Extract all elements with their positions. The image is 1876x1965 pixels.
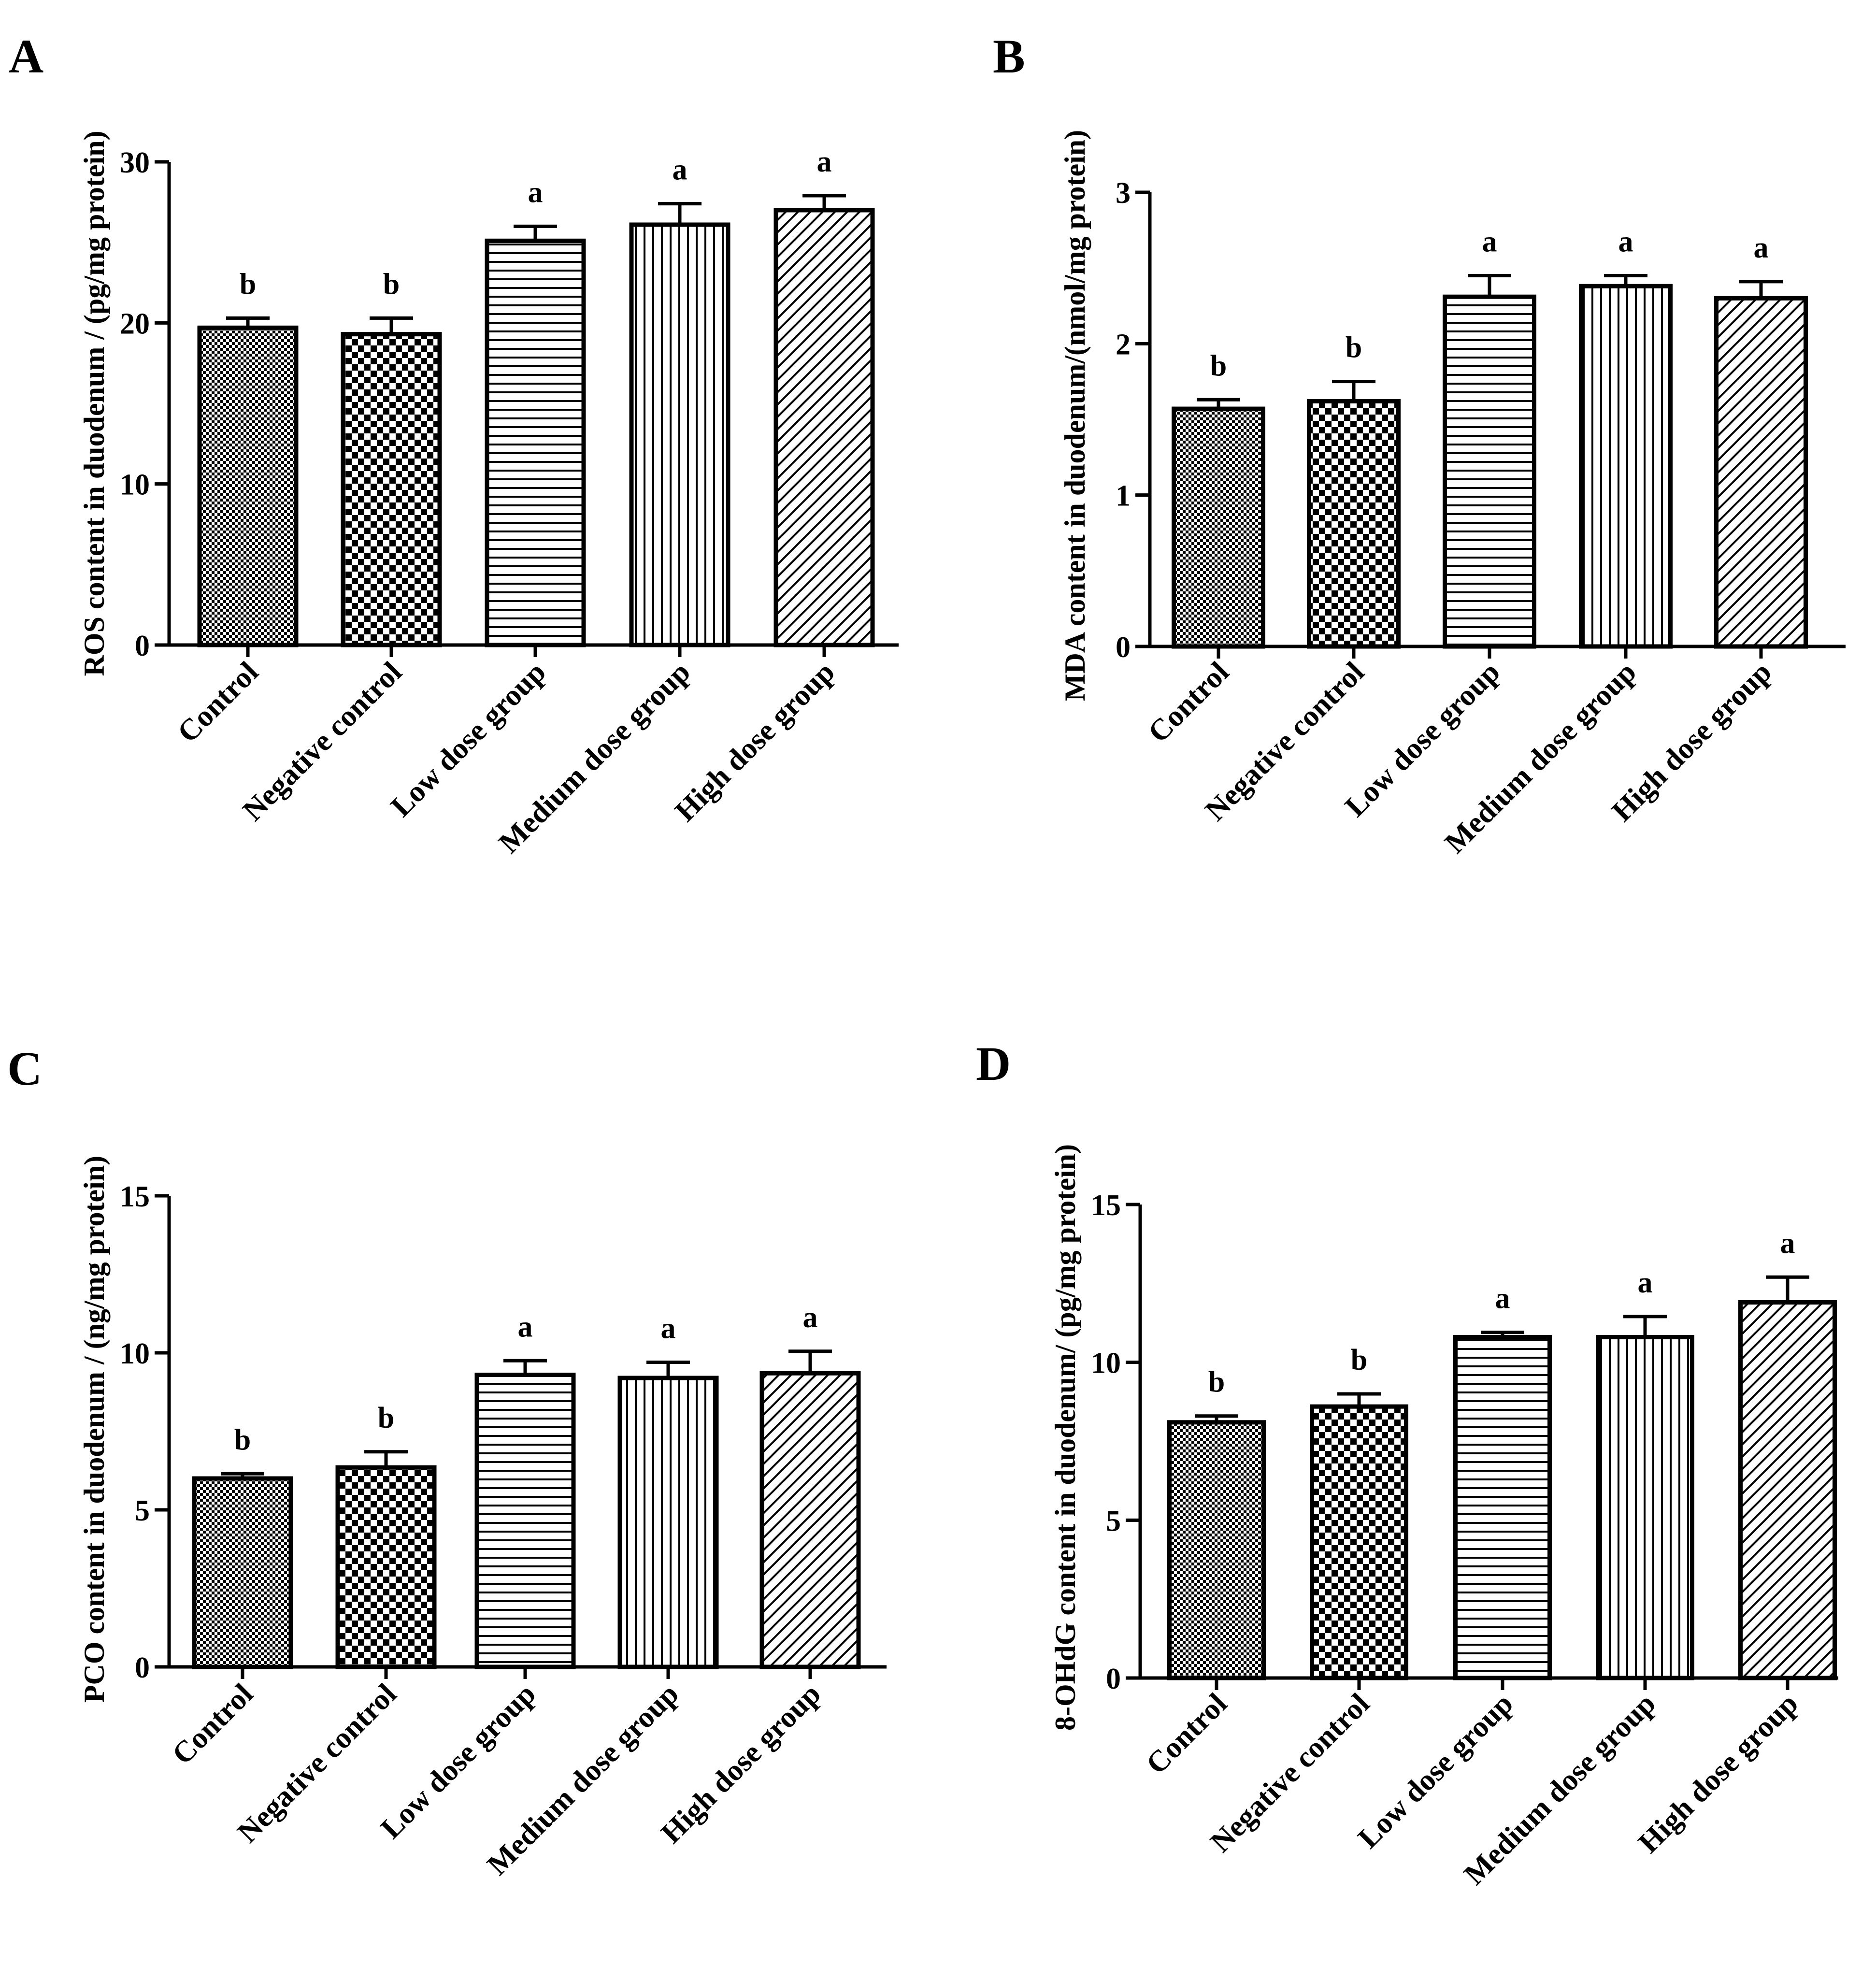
panel-b-bar bbox=[1443, 294, 1536, 649]
panel-a-bar bbox=[485, 238, 586, 647]
panel-d-bar bbox=[1167, 1420, 1266, 1680]
panel-a-category-label: High dose group bbox=[669, 656, 841, 828]
panel-letter-a: A bbox=[9, 29, 43, 83]
panel-d-y-tick-label: 0 bbox=[1106, 1663, 1121, 1695]
panel-b-bar bbox=[1172, 406, 1265, 649]
panel-b-y-tick-label: 1 bbox=[1116, 480, 1131, 513]
panel-a-y-tick-label: 0 bbox=[135, 630, 150, 662]
panel-b-significance-label: b bbox=[1346, 331, 1362, 364]
panel-c: C bbox=[7, 1042, 42, 1095]
panel-b-bar bbox=[1579, 284, 1673, 649]
panel-c-bar bbox=[617, 1376, 719, 1669]
panel-d-y-axis-title: 8-OHdG content in duodenum/ (pg/mg prote… bbox=[1049, 1144, 1081, 1731]
panel-b-y-tick-label: 2 bbox=[1116, 328, 1131, 361]
panel-c-y-tick-label: 15 bbox=[120, 1180, 150, 1213]
panel-b-significance-label: a bbox=[1618, 225, 1633, 258]
panel-c-bar bbox=[335, 1465, 437, 1669]
panel-letter-d: D bbox=[976, 1037, 1011, 1090]
panel-d-y-tick-label: 15 bbox=[1091, 1189, 1121, 1222]
panel-d-significance-label: b bbox=[1208, 1366, 1225, 1399]
panel-a-y-tick-label: 30 bbox=[120, 146, 150, 179]
panel-d-bar bbox=[1596, 1334, 1694, 1680]
panel-c-bar bbox=[759, 1371, 861, 1669]
panel-b-bar bbox=[1714, 296, 1808, 649]
panel-c-significance-label: a bbox=[803, 1301, 818, 1334]
panel-a-chart: 0 10 20 30 ROS content in duodenum / (pg/mg … bbox=[78, 130, 899, 860]
panel-d-bar bbox=[1453, 1334, 1552, 1680]
panel-b-y-tick-label: 0 bbox=[1116, 631, 1131, 664]
panel-a-y-axis-title: ROS content in duodenum / (pg/mg protein… bbox=[78, 130, 110, 676]
panel-d-bar bbox=[1310, 1404, 1408, 1680]
panel-a-bar bbox=[197, 325, 299, 647]
panel-c-y-axis-title: PCO content in duodenum / (ng/mg protein… bbox=[78, 1156, 110, 1703]
panel-b-significance-label: a bbox=[1754, 231, 1769, 264]
panel-c-y-tick-label: 5 bbox=[135, 1494, 150, 1527]
panel-c-significance-label: b bbox=[378, 1402, 394, 1434]
panel-a-category-label: Low dose group bbox=[385, 656, 552, 823]
panel-d-significance-label: b bbox=[1351, 1344, 1367, 1377]
panel-d-significance-label: a bbox=[1495, 1282, 1510, 1315]
panel-a-category-label: Control bbox=[171, 656, 264, 749]
panel-b-y-tick-label: 3 bbox=[1116, 177, 1131, 210]
panel-b: B bbox=[993, 29, 1025, 83]
panel-a-bar bbox=[773, 208, 875, 647]
panel-letter-b: B bbox=[993, 29, 1025, 83]
panel-d-category-label: Control bbox=[1140, 1687, 1233, 1780]
panel-b-significance-label: a bbox=[1482, 225, 1497, 258]
panel-a-significance-label: a bbox=[528, 176, 543, 209]
panel-b-category-label: Control bbox=[1142, 656, 1235, 749]
panel-c-significance-label: b bbox=[234, 1423, 251, 1456]
panel-d-chart: 0 5 10 15 8-OHdG content in duodenum/ (pg/mg… bbox=[1049, 1144, 1838, 1891]
panel-b-y-axis-title: MDA content in duodenum/(nmol/mg protein… bbox=[1059, 130, 1091, 701]
panel-a-significance-label: a bbox=[673, 154, 687, 186]
panel-c-y-tick-label: 10 bbox=[120, 1337, 150, 1370]
panel-c-significance-label: a bbox=[518, 1310, 533, 1343]
panel-d: D bbox=[976, 1037, 1011, 1090]
panel-b-significance-label: b bbox=[1210, 349, 1227, 382]
panel-a: A bbox=[9, 29, 43, 83]
panel-a-significance-label: a bbox=[817, 145, 832, 178]
panel-d-y-tick-label: 5 bbox=[1106, 1505, 1121, 1537]
panel-a-significance-label: b bbox=[240, 268, 256, 301]
panel-c-y-tick-label: 0 bbox=[135, 1651, 150, 1684]
panel-a-bar bbox=[341, 332, 442, 647]
panel-a-y-tick-label: 10 bbox=[120, 469, 150, 502]
panel-c-significance-label: a bbox=[661, 1312, 676, 1345]
panel-d-y-tick-label: 10 bbox=[1091, 1347, 1121, 1380]
panel-c-category-label: Control bbox=[166, 1678, 259, 1771]
panel-d-bar bbox=[1738, 1300, 1837, 1680]
panel-c-bar bbox=[474, 1373, 576, 1669]
panel-d-category-label: Low dose group bbox=[1352, 1687, 1519, 1855]
panel-c-chart: 0 5 10 15 PCO content in duodenum / (ng/mg p… bbox=[78, 1156, 887, 1881]
panel-b-bar bbox=[1307, 399, 1401, 649]
panel-c-bar bbox=[192, 1476, 293, 1669]
panel-d-significance-label: a bbox=[1780, 1227, 1795, 1260]
panel-a-y-tick-label: 20 bbox=[120, 307, 150, 340]
panel-a-significance-label: b bbox=[383, 268, 400, 301]
panel-b-chart: 0 1 2 3 MDA content in duodenum/(nmol/mg pro… bbox=[1059, 130, 1846, 860]
panel-d-significance-label: a bbox=[1638, 1266, 1653, 1299]
panel-a-category-label: Negative control bbox=[237, 656, 408, 827]
panel-letter-c: C bbox=[7, 1042, 42, 1095]
panel-a-bar bbox=[629, 222, 730, 647]
